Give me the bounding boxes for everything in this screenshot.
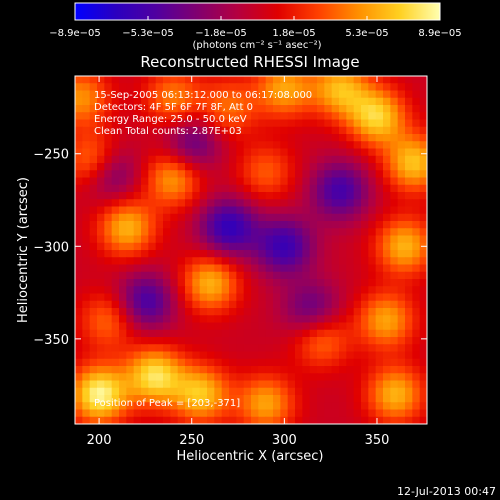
colorbar-tick-label: 5.3e−05 <box>345 28 388 39</box>
colorbar-tick-label: 1.8e−05 <box>272 28 315 39</box>
y-tick-label: −250 <box>33 148 69 163</box>
colorbar-tick-label: −5.3e−05 <box>122 28 174 39</box>
annotation-line: Detectors: 4F 5F 6F 7F 8F, Att 0 <box>94 102 253 113</box>
peak-annotation: Position of Peak = [203,-371] <box>94 398 240 409</box>
annotations: 15-Sep-2005 06:13:12.000 to 06:17:08.000… <box>94 90 312 409</box>
x-tick-label: 200 <box>87 433 112 448</box>
footer-timestamp: 12-Jul-2013 00:47 <box>397 485 496 498</box>
y-tick-label: −300 <box>33 240 69 255</box>
y-tick-label: −350 <box>33 333 69 348</box>
chart-title: Reconstructed RHESSI Image <box>140 53 359 71</box>
x-tick-label: 250 <box>179 433 204 448</box>
annotation-line: Clean Total counts: 2.87E+03 <box>94 126 242 137</box>
annotation-line: Energy Range: 25.0 - 50.0 keV <box>94 114 247 125</box>
colorbar-tick-label: −8.9e−05 <box>49 28 101 39</box>
colorbar-tick-labels: −8.9e−05 −5.3e−05 −1.8e−05 1.8e−05 5.3e−05 8.… <box>49 28 461 39</box>
x-tick-label: 300 <box>272 433 297 448</box>
heatmap <box>75 76 427 424</box>
plot-frame <box>74 75 428 425</box>
colorbar-tick-label: −1.8e−05 <box>195 28 247 39</box>
x-tick-label: 350 <box>365 433 390 448</box>
colorbar-units: (photons cm⁻² s⁻¹ asec⁻²) <box>192 40 321 51</box>
x-axis-ticks: 200 250 300 350 <box>87 76 390 448</box>
colorbar <box>74 2 441 21</box>
y-axis-label: Heliocentric Y (arcsec) <box>16 177 31 323</box>
annotation-line: 15-Sep-2005 06:13:12.000 to 06:17:08.000 <box>94 90 312 101</box>
colorbar-tick-label: 8.9e−05 <box>418 28 461 39</box>
colorbar-ticks <box>74 16 441 20</box>
x-axis-label: Heliocentric X (arcsec) <box>177 449 324 464</box>
y-axis-ticks: −250 −300 −350 <box>33 148 427 348</box>
